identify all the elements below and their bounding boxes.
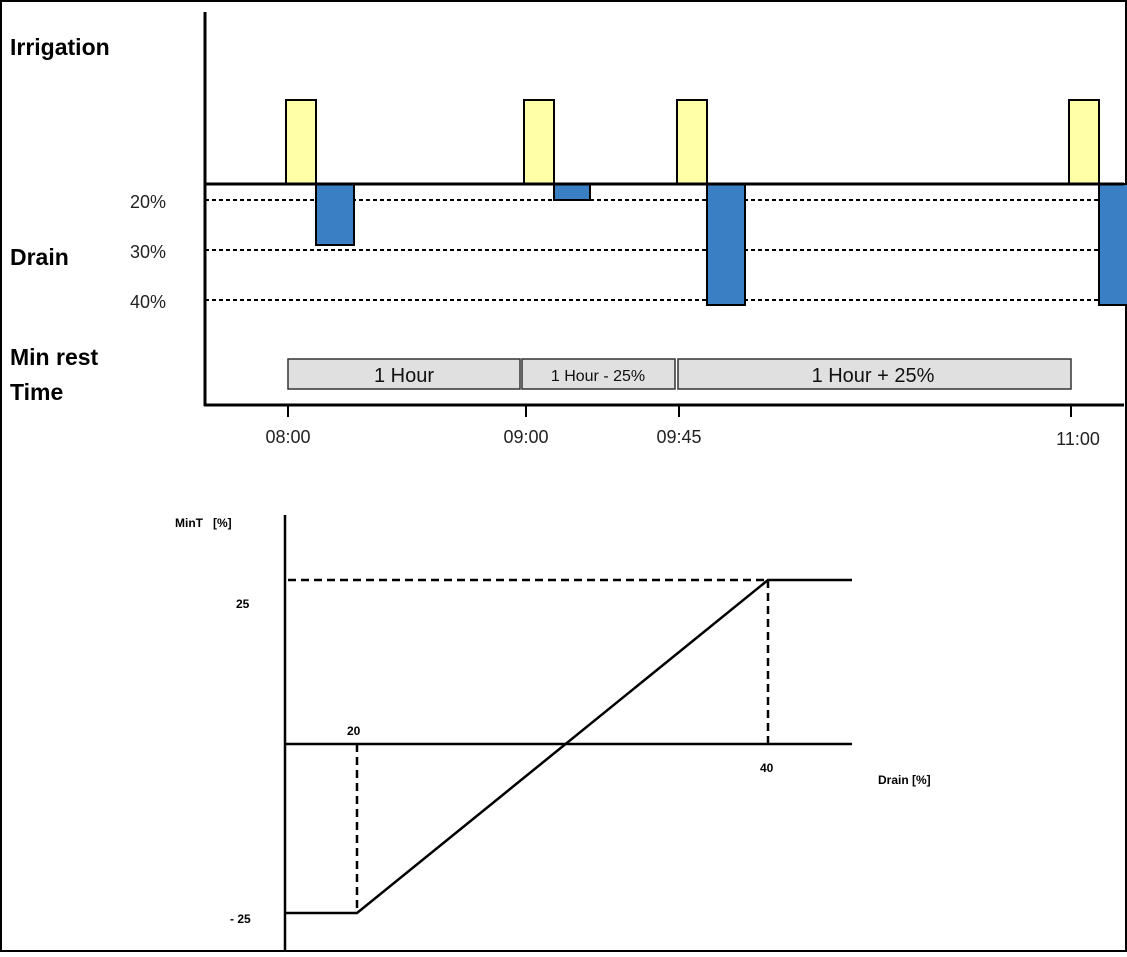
rest-period-box xyxy=(287,358,521,390)
irrigation-label: Irrigation xyxy=(10,34,110,60)
time-label-1100: 11:00 xyxy=(1056,429,1100,449)
mint-series-line xyxy=(285,578,852,915)
drain-label: Drain xyxy=(10,244,69,270)
rest-period-box xyxy=(521,358,676,390)
drain-level-30-label: 30% xyxy=(130,242,166,262)
y-axis-label: MinT [%] xyxy=(175,516,232,530)
drain-level-40-label: 40% xyxy=(130,292,166,312)
time-label: Time xyxy=(10,379,63,405)
x-tick-40: 40 xyxy=(760,761,774,775)
irrigation-bar xyxy=(1068,99,1100,185)
drain-bar xyxy=(1098,183,1127,306)
drain-bar xyxy=(553,183,591,201)
irrigation-bar xyxy=(676,99,708,185)
irrigation-bar xyxy=(285,99,317,185)
x-axis-label: Drain [%] xyxy=(878,773,931,787)
drain-bar xyxy=(706,183,746,306)
min-rest-label: Min rest xyxy=(10,344,99,370)
time-label-0800: 08:00 xyxy=(265,427,310,447)
time-label-0900: 09:00 xyxy=(503,427,548,447)
time-label-0945: 09:45 xyxy=(656,427,701,447)
drain-bar xyxy=(315,183,355,246)
irrigation-bar xyxy=(523,99,555,185)
drain-level-20-label: 20% xyxy=(130,192,166,212)
y-tick-25: 25 xyxy=(236,597,250,611)
rest-period-label: 1 Hour xyxy=(374,365,434,387)
min-rest-time-vs-drain-chart: MinT [%] Drain [%] 25 - 25 20 40 xyxy=(175,515,931,952)
rest-period-label: 1 Hour - 25% xyxy=(551,368,645,385)
rest-period-box xyxy=(677,358,1072,390)
x-tick-20: 20 xyxy=(347,724,361,738)
rest-period-label: 1 Hour + 25% xyxy=(812,365,935,387)
irrigation-drain-timeline: Irrigation Drain Min rest Time 20% 30% 4… xyxy=(10,12,1127,449)
y-tick-minus-25: - 25 xyxy=(230,912,251,926)
